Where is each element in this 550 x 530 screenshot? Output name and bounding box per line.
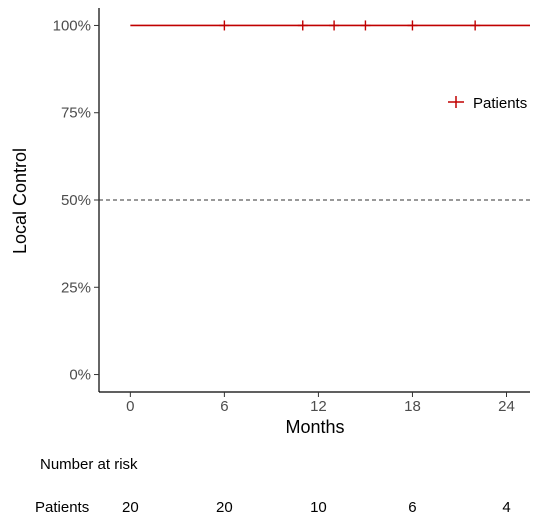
x-axis-title: Months xyxy=(285,417,344,437)
x-tick-label: 24 xyxy=(498,398,515,415)
x-tick-label: 18 xyxy=(404,398,421,415)
legend: Patients xyxy=(448,95,527,112)
censor-mark xyxy=(470,20,481,31)
y-tick-label: 50% xyxy=(61,192,91,209)
risk-count: 4 xyxy=(502,499,510,516)
censor-mark xyxy=(360,20,371,31)
risk-count: 20 xyxy=(122,499,139,516)
y-axis-title: Local Control xyxy=(10,148,30,254)
y-tick-label: 0% xyxy=(69,367,91,384)
y-tick-label: 25% xyxy=(61,279,91,296)
censor-mark xyxy=(407,20,418,31)
risk-table-title: Number at risk xyxy=(40,456,138,473)
censor-mark xyxy=(219,20,230,31)
risk-count: 6 xyxy=(408,499,416,516)
x-tick-label: 6 xyxy=(220,398,228,415)
legend-label-patients: Patients xyxy=(473,95,527,112)
risk-count: 20 xyxy=(216,499,233,516)
x-tick-label: 12 xyxy=(310,398,327,415)
censor-mark xyxy=(329,20,340,31)
y-tick-label: 75% xyxy=(61,105,91,122)
risk-row-label-patients: Patients xyxy=(35,499,89,516)
y-tick-label: 100% xyxy=(53,17,91,34)
risk-count: 10 xyxy=(310,499,327,516)
x-tick-label: 0 xyxy=(126,398,134,415)
censor-mark xyxy=(297,20,308,31)
